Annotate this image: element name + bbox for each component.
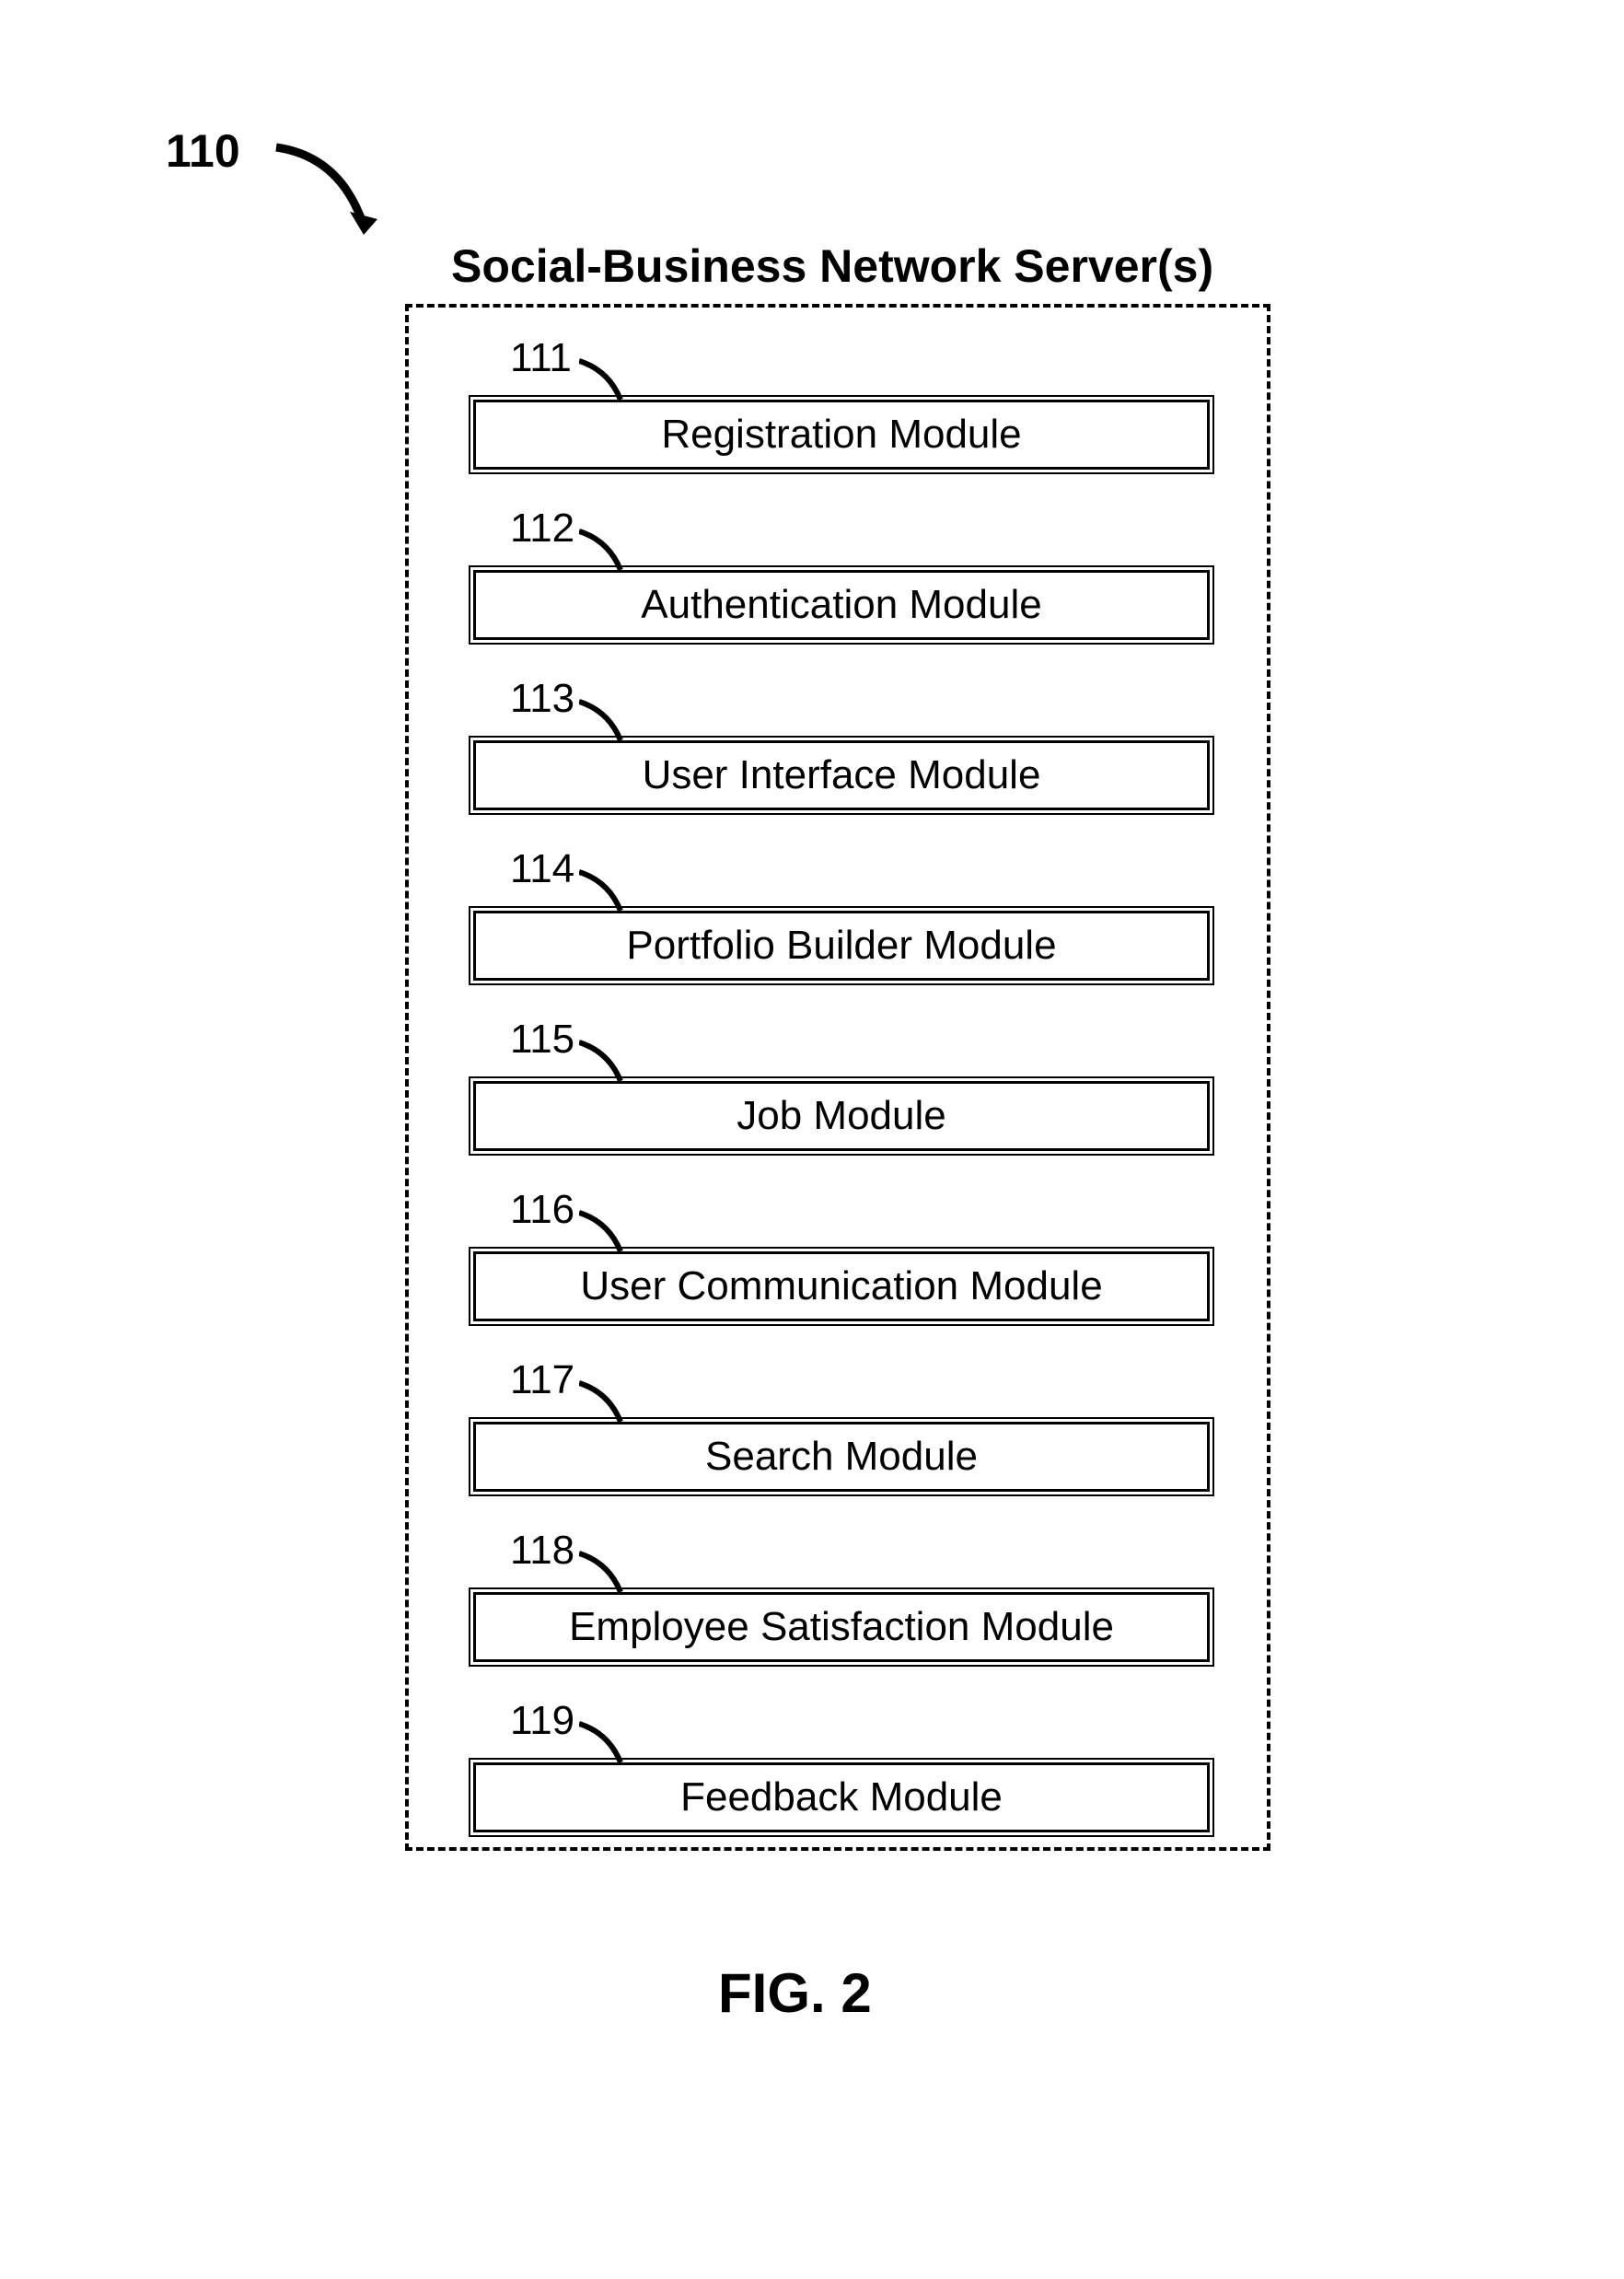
- ref-num-118: 118: [510, 1528, 574, 1574]
- ref-num-115: 115: [510, 1017, 574, 1063]
- reference-label-110: 110: [166, 124, 240, 178]
- module-box-job: Job Module: [473, 1081, 1210, 1151]
- ref-num-111: 111: [510, 335, 572, 381]
- diagram-title: Social-Business Network Server(s): [451, 239, 1213, 293]
- figure-caption: FIG. 2: [718, 1961, 872, 2025]
- ref-num-119: 119: [510, 1698, 574, 1744]
- ref-num-117: 117: [510, 1357, 574, 1403]
- reference-arrow-110: [267, 129, 396, 258]
- module-box-authentication: Authentication Module: [473, 570, 1210, 640]
- module-box-search: Search Module: [473, 1422, 1210, 1492]
- module-box-employee-satisfaction: Employee Satisfaction Module: [473, 1592, 1210, 1662]
- ref-num-114: 114: [510, 846, 574, 892]
- module-box-registration: Registration Module: [473, 400, 1210, 470]
- module-box-user-interface: User Interface Module: [473, 740, 1210, 810]
- ref-num-113: 113: [510, 676, 574, 722]
- module-box-feedback: Feedback Module: [473, 1762, 1210, 1832]
- server-container-box: 111 Registration Module 112 Authenticati…: [405, 304, 1270, 1851]
- ref-num-112: 112: [510, 506, 574, 552]
- module-box-portfolio-builder: Portfolio Builder Module: [473, 911, 1210, 981]
- ref-num-116: 116: [510, 1187, 574, 1233]
- module-box-user-communication: User Communication Module: [473, 1251, 1210, 1321]
